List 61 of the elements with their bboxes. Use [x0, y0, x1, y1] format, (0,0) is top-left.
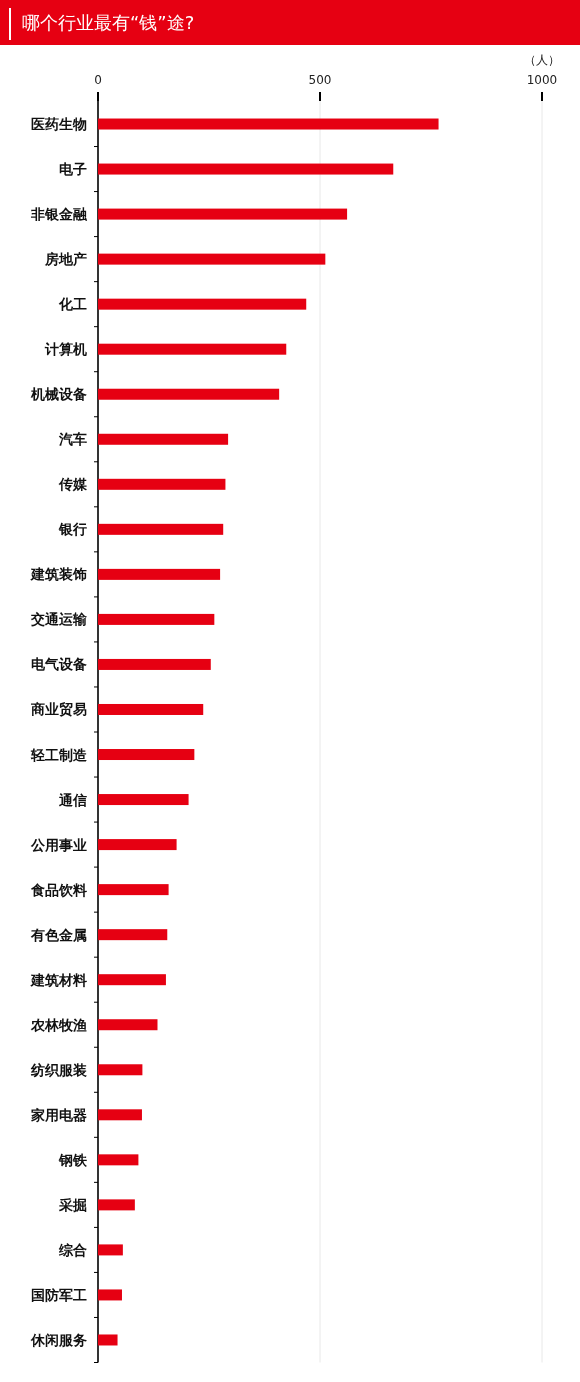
bar — [98, 794, 189, 806]
y-tick-label: 采掘 — [58, 1196, 87, 1213]
bar — [98, 388, 280, 400]
y-tick-label: 非银金融 — [30, 206, 88, 223]
y-tick-label: 公用事业 — [30, 836, 87, 853]
y-tick-label: 食品饮料 — [30, 881, 87, 898]
y-tick-label: 建筑装饰 — [30, 566, 87, 583]
y-tick-label: 银行 — [58, 521, 87, 538]
bar — [98, 929, 168, 941]
y-tick-label: 轻工制造 — [30, 746, 88, 763]
bar — [98, 1154, 139, 1166]
bar — [98, 298, 307, 310]
bar — [98, 1019, 158, 1031]
bar — [98, 1109, 142, 1121]
bar — [98, 433, 229, 445]
y-tick-label: 建筑材料 — [30, 971, 87, 988]
y-tick-label: 国防军工 — [31, 1286, 87, 1303]
y-tick-label: 有色金属 — [30, 926, 87, 943]
bar — [98, 839, 177, 851]
y-tick-label: 房地产 — [44, 251, 87, 268]
chart-title: 哪个行业最有“钱”途? — [22, 12, 195, 33]
x-tick-label: 1000 — [526, 73, 558, 87]
bar — [98, 523, 224, 535]
bar — [98, 208, 348, 220]
y-tick-label: 化工 — [58, 296, 87, 313]
bar — [98, 568, 221, 580]
bar — [98, 163, 394, 175]
y-tick-label: 汽车 — [58, 431, 87, 448]
y-tick-label: 钢铁 — [58, 1151, 88, 1168]
x-tick-label: 0 — [94, 73, 102, 87]
x-axis-title: （人） — [524, 53, 560, 67]
bar — [98, 1334, 118, 1346]
y-tick-label: 商业贸易 — [30, 701, 87, 718]
bar — [98, 1289, 122, 1301]
y-tick-label: 电气设备 — [31, 656, 87, 673]
bar — [98, 658, 211, 670]
bar — [98, 343, 287, 355]
y-tick-label: 综合 — [58, 1241, 87, 1258]
y-tick-label: 电子 — [59, 161, 87, 178]
y-tick-label: 交通运输 — [30, 611, 88, 628]
y-tick-label: 纺织服装 — [30, 1061, 87, 1078]
y-tick-label: 计算机 — [44, 341, 87, 358]
bar — [98, 253, 326, 265]
y-tick-label: 通信 — [58, 791, 87, 808]
y-tick-label: 医药生物 — [31, 116, 87, 133]
bar — [98, 478, 226, 490]
bar — [98, 118, 439, 130]
y-tick-label: 农林牧渔 — [30, 1016, 87, 1033]
bar — [98, 613, 215, 625]
bar — [98, 1199, 135, 1211]
bar — [98, 1244, 123, 1256]
bar — [98, 749, 195, 761]
y-tick-label: 机械设备 — [30, 386, 87, 403]
bar — [98, 884, 169, 896]
x-tick-label: 500 — [308, 73, 332, 87]
bar — [98, 974, 166, 986]
bar — [98, 1064, 143, 1076]
bar — [98, 703, 204, 715]
y-tick-label: 休闲服务 — [30, 1331, 87, 1348]
y-tick-label: 家用电器 — [30, 1106, 87, 1123]
y-tick-label: 传媒 — [58, 476, 88, 493]
